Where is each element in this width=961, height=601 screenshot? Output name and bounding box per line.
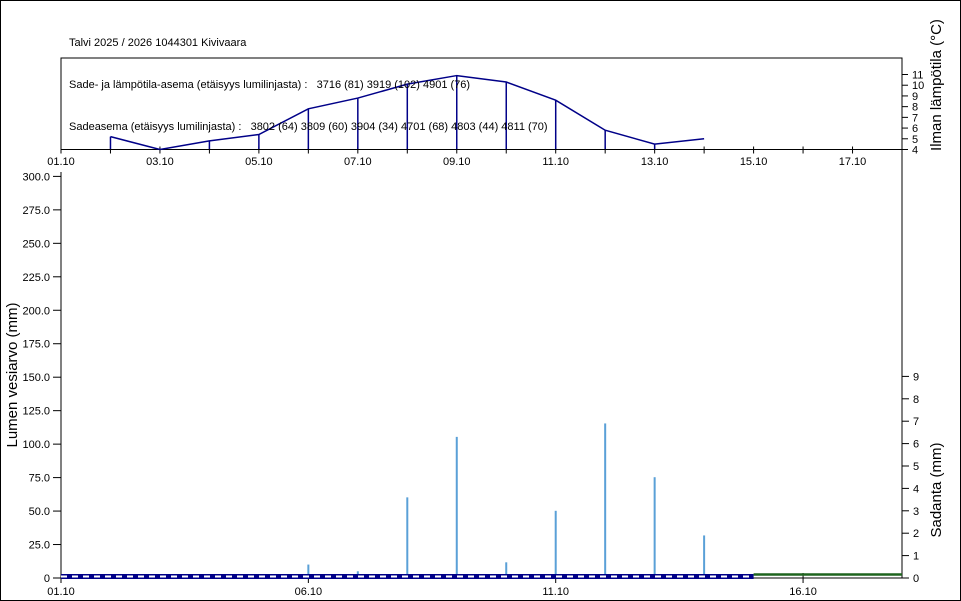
- title-winter-station: Talvi 2025 / 2026 1044301 Kivivaara: [69, 37, 247, 49]
- swe-y-tick-label: 300.0: [22, 171, 50, 183]
- temp-y-tick-label: 6: [912, 123, 918, 135]
- precip-bar: [604, 423, 607, 578]
- precip-bar: [307, 564, 310, 578]
- temp-x-tick-label: 07.10: [344, 156, 372, 168]
- precip-station-info: Sadeasema (etäisyys lumilinjasta) : 3802…: [69, 121, 548, 133]
- swe-y-tick-label: 175.0: [22, 339, 50, 351]
- precip-axis-title: Sadanta (mm): [928, 442, 945, 537]
- temp-x-tick-label: 11.10: [542, 156, 569, 168]
- swe-y-tick-label: 100.0: [22, 439, 50, 451]
- swe-y-tick-label: 50.0: [29, 506, 50, 518]
- swe-y-tick-label: 75.0: [29, 473, 50, 485]
- precip-y-tick-label: 8: [913, 394, 919, 406]
- temp-axis-title: Ilman lämpötila (°C): [928, 19, 945, 151]
- precip-bar: [505, 562, 508, 578]
- precip-bar: [554, 510, 557, 578]
- swe-y-tick-label: 0: [44, 573, 50, 585]
- temp-chart-frame: [60, 57, 903, 150]
- swe-x-tick-label: 11.10: [542, 586, 569, 598]
- swe-y-tick-label: 150.0: [22, 372, 50, 384]
- temp-y-tick-label: 9: [912, 91, 918, 103]
- temp-x-tick-label: 09.10: [443, 156, 471, 168]
- precip-y-tick-label: 2: [913, 528, 919, 540]
- temp-x-tick-label: 15.10: [740, 156, 768, 168]
- precip-y-tick-label: 1: [913, 551, 919, 563]
- swe-y-tick-label: 200.0: [22, 305, 50, 317]
- temperature-line: [110, 74, 705, 151]
- swe-x-tick-label: 01.10: [47, 586, 75, 598]
- swe-y-tick-label: 125.0: [22, 406, 50, 418]
- temp-x-tick-label: 13.10: [641, 156, 669, 168]
- temp-y-tick-label: 8: [912, 102, 918, 114]
- precip-y-tick-label: 3: [913, 506, 919, 518]
- swe-y-tick-label: 250.0: [22, 238, 50, 250]
- temp-y-tick-label: 5: [912, 134, 918, 146]
- temp-y-tick-label: 10: [912, 80, 924, 92]
- precip-y-tick-label: 7: [913, 416, 919, 428]
- precip-bar: [653, 477, 656, 578]
- temp-y-tick-label: 7: [912, 112, 918, 124]
- swe-x-tick-label: 06.10: [295, 586, 323, 598]
- swe-y-tick-label: 25.0: [29, 540, 50, 552]
- swe-axis-title: Lumen vesiarvo (mm): [4, 302, 21, 447]
- precip-bar: [406, 497, 409, 578]
- precip-y-tick-label: 4: [913, 483, 919, 495]
- temp-x-tick-label: 17.10: [839, 156, 867, 168]
- temp-y-tick-label: 11: [912, 70, 923, 82]
- precip-y-tick-label: 5: [913, 461, 919, 473]
- temp-y-tick-label: 4: [912, 145, 918, 157]
- swe-y-tick-label: 225.0: [22, 272, 50, 284]
- precip-y-tick-label: 6: [913, 439, 919, 451]
- temp-x-tick-label: 05.10: [245, 156, 273, 168]
- precip-y-tick-label: 9: [913, 371, 919, 383]
- temperature-subchart: 01.10 03.10 05.10 07.10 09.10 11.10 13.10 15.10…: [47, 19, 945, 168]
- chart-header: Talvi 2025 / 2026 1044301 Kivivaara Sade…: [69, 8, 548, 162]
- precip-bar: [455, 436, 458, 578]
- swe-x-tick-label: 16.10: [789, 586, 817, 598]
- precip-bar: [703, 535, 706, 578]
- precip-y-tick-label: 0: [913, 573, 919, 585]
- swe-y-tick-label: 275.0: [22, 205, 50, 217]
- temp-x-tick-label: 03.10: [146, 156, 174, 168]
- temp-x-tick-label: 01.10: [47, 156, 75, 168]
- temp-station-info: Sade- ja lämpötila-asema (etäisyys lumil…: [69, 79, 471, 91]
- swe-precipitation-subchart: 025.050.075.0100.0125.0150.0175.0200.022…: [4, 149, 945, 598]
